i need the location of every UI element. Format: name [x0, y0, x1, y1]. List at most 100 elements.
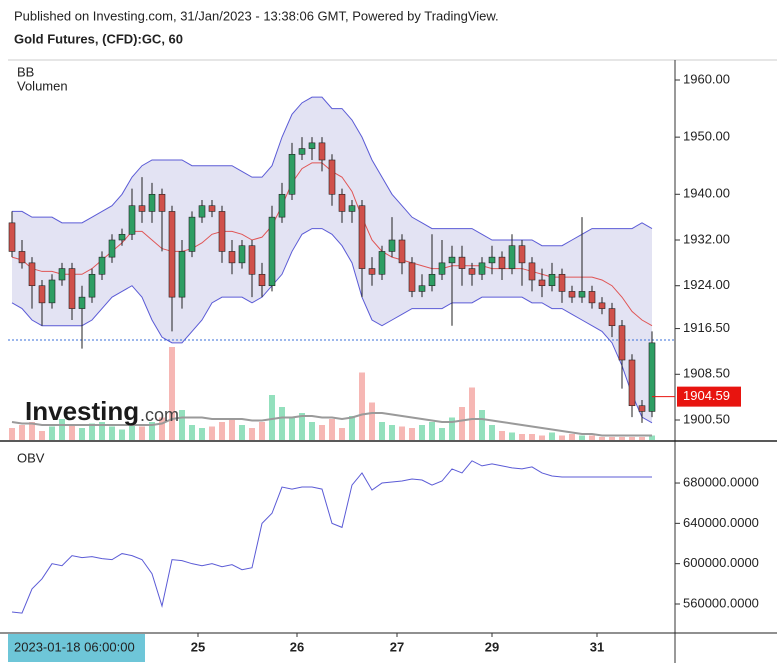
candle-body: [158, 193, 166, 212]
y-tick-label: 640000.0000: [683, 515, 759, 530]
candle-body: [278, 193, 286, 218]
last-price-label: 1904.59: [683, 388, 730, 403]
volume-bar: [9, 428, 15, 440]
volume-bar: [459, 407, 465, 440]
legend-bb: BB: [17, 64, 34, 79]
candle-body: [568, 291, 576, 298]
x-tick-label: 26: [290, 639, 304, 654]
candle-body: [408, 262, 416, 292]
candle-body: [48, 279, 56, 304]
candle-body: [168, 211, 176, 298]
volume-bar: [79, 428, 85, 440]
candle-body: [598, 302, 606, 309]
candle-body: [348, 205, 356, 212]
volume-bar: [339, 428, 345, 440]
volume-bar: [569, 434, 575, 440]
volume-bar: [449, 417, 455, 440]
y-tick-label: 1940.00: [683, 186, 730, 201]
volume-bar: [129, 425, 135, 440]
candle-body: [588, 291, 596, 304]
candle-body: [618, 325, 626, 361]
volume-bar: [179, 410, 185, 440]
candle-body: [508, 245, 516, 269]
x-tick-label: 31: [590, 639, 604, 654]
candle-body: [578, 291, 586, 298]
volume-bar: [169, 347, 175, 440]
volume-bar: [609, 437, 615, 440]
band-fill: [12, 97, 652, 423]
candle-body: [358, 205, 366, 269]
volume-bar: [69, 425, 75, 440]
y-tick-label: 680000.0000: [683, 474, 759, 489]
candle-body: [28, 262, 36, 287]
volume-bar: [139, 426, 145, 440]
volume-bar: [439, 428, 445, 440]
axes: 1960.00 1950.00 1940.00 1932.00 1924.00 1916.…: [191, 71, 759, 654]
candle-body: [418, 285, 426, 292]
candle-body: [558, 273, 566, 292]
candle-body: [518, 245, 526, 264]
volume-bar: [589, 435, 595, 440]
candle-body: [198, 205, 206, 218]
volume-bar: [89, 423, 95, 440]
volume-bar: [409, 428, 415, 440]
volume-bar: [239, 425, 245, 440]
candle-body: [488, 256, 496, 264]
bb-upper: [12, 96, 653, 247]
volume-bar: [639, 437, 645, 440]
last-price-box: [677, 386, 741, 407]
volume-bar: [219, 422, 225, 440]
y-tick-label: 1924.00: [683, 277, 730, 292]
volume-bar: [319, 425, 325, 440]
candle-body: [108, 239, 116, 258]
volume-bar: [159, 417, 165, 440]
volume-bar: [379, 422, 385, 440]
watermark-brand: Investing: [25, 396, 139, 426]
header-symbol: Gold Futures, (CFD):GC, 60: [14, 31, 183, 46]
candle-body: [268, 216, 276, 287]
volume-bar: [359, 372, 365, 440]
candle-body: [318, 142, 326, 161]
cursor-label-box: [8, 634, 145, 662]
candle-body: [438, 262, 446, 275]
candle-body: [628, 359, 636, 407]
candle-body: [58, 268, 66, 281]
volume-bar: [479, 410, 485, 440]
candles: [8, 137, 656, 423]
candle-body: [8, 222, 16, 252]
candle-body: [258, 273, 266, 287]
candle-body: [448, 256, 456, 264]
volume-bar: [529, 434, 535, 440]
candle-body: [638, 405, 646, 412]
volume-bar: [329, 419, 335, 440]
candle-body: [298, 148, 306, 155]
candle-body: [378, 251, 386, 275]
candle-body: [478, 262, 486, 275]
candle-body: [138, 205, 146, 212]
volume-bar: [19, 425, 25, 440]
y-tick-label: 1960.00: [683, 71, 730, 86]
y-tick-label: 1900.50: [683, 411, 730, 426]
candle-body: [118, 233, 126, 241]
y-tick-label: 1908.50: [683, 366, 730, 381]
volume-bar: [649, 435, 655, 440]
candle-body: [288, 153, 296, 195]
x-tick-label: 25: [191, 639, 205, 654]
volume-bar: [519, 434, 525, 440]
candle-body: [78, 296, 86, 309]
candle-body: [178, 251, 186, 298]
candle-body: [398, 239, 406, 264]
candle-body: [38, 285, 46, 304]
volume: [9, 347, 655, 440]
x-tick-label: 27: [390, 639, 404, 654]
legend-obv: OBV: [17, 450, 45, 465]
header-published: Published on Investing.com, 31/Jan/2023 …: [14, 8, 499, 23]
volume-bar: [399, 426, 405, 440]
volume-ma: [11, 412, 652, 437]
volume-bar: [99, 422, 105, 440]
volume-bar: [369, 402, 375, 440]
volume-bar: [39, 431, 45, 440]
candle-body: [208, 205, 216, 212]
volume-bar: [149, 422, 155, 440]
